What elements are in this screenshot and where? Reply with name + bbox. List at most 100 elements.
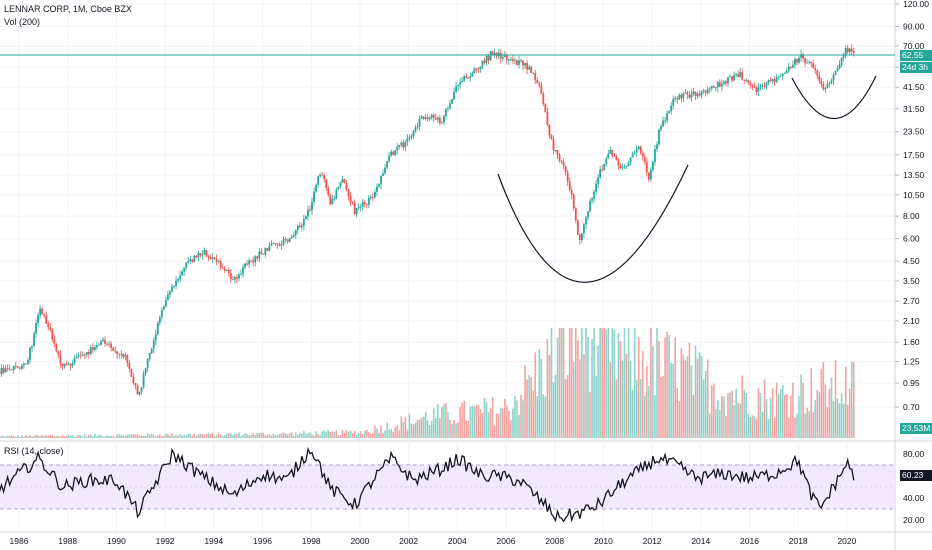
candle-body — [55, 343, 58, 351]
candle-body — [349, 195, 352, 203]
volume-bar — [199, 433, 202, 438]
volume-bar — [230, 433, 232, 438]
volume-bar — [39, 436, 41, 438]
candle-body — [420, 116, 423, 119]
volume-bar — [110, 436, 112, 438]
candle-body — [211, 257, 214, 260]
candle-body — [769, 80, 772, 82]
candle-body — [250, 260, 253, 262]
candle-body — [248, 260, 251, 265]
candle-body — [256, 256, 259, 259]
candle-body — [666, 113, 669, 121]
volume-bar — [625, 354, 628, 438]
candle-body — [376, 186, 378, 192]
candle-body — [796, 59, 798, 63]
volume-bar — [832, 400, 835, 438]
volume-bar — [609, 362, 612, 438]
candle-body — [418, 118, 421, 127]
volume-bar — [737, 402, 739, 438]
volume-bar — [700, 356, 703, 438]
volume-bar — [810, 368, 812, 438]
volume-bar — [301, 433, 303, 438]
volume-bar — [690, 365, 693, 438]
volume-bar — [479, 408, 482, 438]
candle-body — [767, 80, 770, 83]
candle-body — [635, 149, 638, 153]
candle-body — [761, 85, 764, 87]
volume-bar — [743, 389, 746, 438]
volume-legend[interactable]: Vol (200) — [4, 17, 41, 27]
candle-body — [305, 216, 307, 219]
candle-body — [781, 73, 784, 76]
candle-body — [33, 333, 35, 346]
volume-bar — [761, 411, 764, 438]
symbol-legend[interactable]: LENNAR CORP, 1M, Cboe BZX — [4, 4, 132, 14]
candle-body — [757, 87, 760, 92]
price-tick-label: 3.50 — [903, 276, 920, 286]
volume-bar — [8, 435, 11, 438]
price-tick-label: 31.50 — [903, 104, 925, 114]
volume-bar — [767, 418, 770, 438]
candle-body — [534, 73, 537, 81]
volume-bar — [169, 435, 171, 438]
volume-bar — [544, 396, 547, 438]
volume-bar — [102, 436, 104, 438]
candle-body — [388, 155, 391, 162]
candle-body — [621, 167, 624, 169]
volume-bar — [321, 431, 323, 438]
candle-body — [276, 243, 279, 245]
volume-bar — [343, 432, 346, 438]
candle-body — [290, 236, 293, 239]
candle-body — [536, 80, 539, 84]
volume-bar — [392, 431, 394, 438]
candle-body — [690, 93, 693, 98]
volume-bar — [605, 329, 608, 438]
volume-bar — [487, 412, 490, 438]
volume-bar — [124, 435, 127, 438]
volume-bar — [786, 393, 788, 438]
volume-bar — [83, 434, 86, 438]
candle-body — [260, 251, 263, 254]
candle-body — [227, 269, 230, 274]
candle-body — [309, 209, 311, 211]
volume-bar — [363, 430, 366, 438]
candle-body — [274, 243, 277, 245]
candle-body — [412, 131, 415, 137]
volume-bar — [414, 422, 417, 438]
rsi-legend[interactable]: RSI (14, close) — [4, 446, 64, 456]
volume-bar — [31, 436, 33, 438]
volume-bar — [526, 379, 528, 438]
candle-body — [611, 149, 614, 156]
volume-bar — [29, 435, 31, 438]
volume-bar — [264, 435, 267, 438]
candle-body — [477, 68, 480, 70]
candle-body — [814, 68, 817, 71]
volume-bar — [81, 436, 84, 438]
volume-bar — [90, 434, 92, 438]
volume-bar — [796, 413, 798, 438]
candle-body — [554, 150, 557, 151]
candle-body — [189, 259, 192, 262]
volume-bar — [45, 435, 47, 438]
candle-body — [400, 142, 403, 146]
volume-bar — [420, 417, 423, 438]
candle-body — [731, 76, 733, 81]
candle-body — [785, 70, 788, 74]
volume-bar — [692, 394, 695, 438]
volume-bar — [165, 433, 167, 438]
candle-body — [587, 211, 589, 218]
candle-body — [810, 61, 813, 64]
candle-body — [57, 350, 60, 355]
volume-bar — [323, 430, 325, 438]
time-tick-label: 2014 — [691, 536, 710, 546]
volume-bar — [341, 429, 344, 438]
volume-bar — [641, 351, 644, 438]
candle-body — [668, 111, 671, 114]
volume-bar — [374, 425, 376, 438]
volume-bar — [518, 414, 520, 438]
volume-bar — [451, 423, 453, 438]
candle-body — [183, 267, 186, 272]
candle-body — [583, 224, 585, 234]
candle-body — [280, 244, 283, 246]
